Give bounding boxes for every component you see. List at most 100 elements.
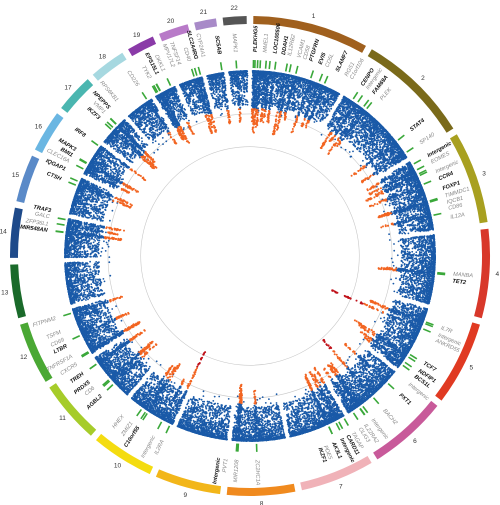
snp-point: [316, 120, 318, 122]
snp-point: [306, 98, 308, 100]
snp-point: [370, 157, 372, 159]
snp-point: [376, 148, 378, 150]
snp-point: [392, 140, 394, 142]
snp-point: [267, 99, 269, 101]
snp-point: [292, 77, 294, 79]
snp-point: [310, 91, 312, 93]
snp-point: [293, 80, 295, 82]
snp-point: [332, 91, 334, 93]
snp-point: [297, 105, 299, 107]
snp-point: [354, 139, 356, 141]
snp-point: [295, 76, 297, 78]
snp-point: [358, 106, 360, 108]
snp-point: [373, 131, 375, 133]
snp-point: [366, 148, 368, 150]
snp-point: [352, 151, 354, 153]
snp-point: [344, 110, 346, 112]
snp-point: [276, 96, 278, 98]
snp-point: [369, 151, 371, 153]
snp-point: [401, 158, 403, 160]
snp-point: [384, 142, 386, 144]
snp-point: [281, 78, 283, 80]
snp-point: [372, 153, 374, 155]
snp-point: [339, 111, 341, 113]
snp-point: [296, 100, 298, 102]
snp-point: [306, 92, 308, 94]
snp-point: [295, 105, 297, 107]
snp-point: [342, 106, 344, 108]
snp-point: [304, 85, 306, 87]
snp-point: [298, 92, 300, 94]
snp-point: [369, 150, 371, 152]
snp-point: [361, 145, 363, 147]
snp-point: [328, 95, 330, 97]
snp-point: [303, 102, 305, 104]
snp-point: [276, 77, 278, 79]
snp-point: [380, 143, 382, 145]
snp-point: [309, 97, 311, 99]
snp-point: [373, 143, 375, 145]
snp-point: [304, 78, 306, 80]
snp-point: [365, 142, 367, 144]
snp-point: [364, 127, 366, 129]
snp-point: [377, 134, 379, 136]
snp-point: [319, 105, 321, 107]
snp-point: [379, 146, 381, 148]
snp-point: [303, 100, 305, 102]
snp-point: [296, 79, 298, 81]
snp-point: [321, 117, 323, 119]
snp-point: [343, 96, 345, 98]
snp-point: [364, 151, 366, 153]
snp-point: [270, 77, 272, 79]
snp-point: [329, 93, 331, 95]
snp-point: [379, 165, 381, 167]
snp-point: [378, 140, 380, 142]
snp-point: [319, 111, 321, 113]
snp-point: [297, 77, 299, 79]
snp-point: [297, 107, 299, 109]
snp-point: [320, 103, 322, 105]
threshold-circles: [108, 114, 392, 398]
snp-point: [293, 110, 295, 112]
snp-point: [314, 121, 316, 123]
snp-point: [368, 128, 370, 130]
snp-point: [349, 120, 351, 122]
snp-point: [329, 90, 331, 92]
snp-point: [329, 124, 331, 126]
snp-point: [334, 112, 336, 114]
snp-point: [349, 151, 351, 153]
snp-point: [346, 138, 348, 140]
snp-point: [360, 132, 362, 134]
snp-point: [331, 89, 333, 91]
snp-point: [267, 71, 269, 73]
snp-point: [295, 85, 297, 87]
snp-point: [338, 104, 340, 106]
snp-point: [382, 156, 384, 158]
snp-point: [370, 118, 372, 120]
snp-point: [377, 126, 379, 128]
snp-point: [359, 122, 361, 124]
snp-point: [319, 120, 321, 122]
snp-point: [347, 98, 349, 100]
snp-point: [369, 126, 371, 128]
snp-point: [302, 90, 304, 92]
snp-point: [356, 132, 358, 134]
snp-point: [383, 131, 385, 133]
snp-point: [290, 106, 292, 108]
snp-point: [274, 94, 276, 96]
snp-point: [288, 93, 290, 95]
snp-point: [302, 86, 304, 88]
snp-point: [393, 151, 395, 153]
snp-point: [382, 164, 384, 166]
snp-point: [272, 73, 274, 75]
snp-point: [357, 139, 359, 141]
snp-point: [296, 83, 298, 85]
snp-point: [321, 134, 323, 136]
snp-point: [383, 161, 385, 163]
snp-point: [362, 139, 364, 141]
snp-point: [324, 89, 326, 91]
snp-point: [326, 91, 328, 93]
snp-point: [338, 125, 340, 127]
snp-point: [379, 158, 381, 160]
snp-point: [355, 134, 357, 136]
